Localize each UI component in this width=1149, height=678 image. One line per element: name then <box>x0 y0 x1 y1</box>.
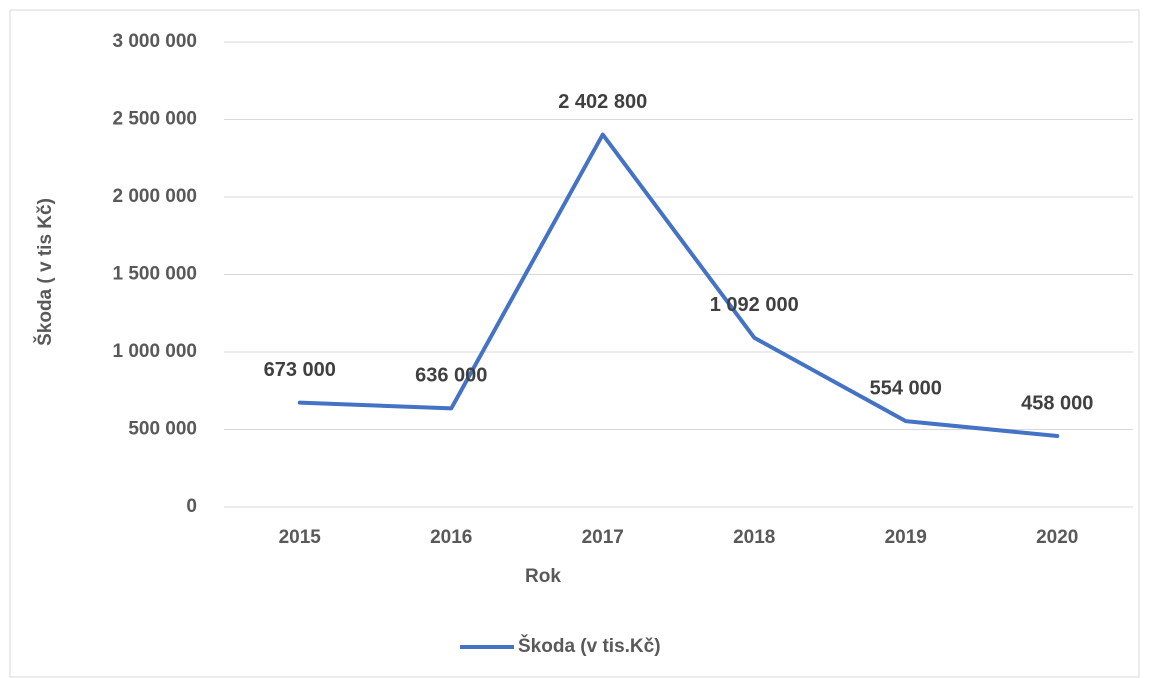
x-tick-label: 2015 <box>279 527 322 548</box>
y-tick-label: 1 000 000 <box>112 341 197 362</box>
data-label: 1 092 000 <box>710 294 799 316</box>
x-tick-label: 2017 <box>582 527 624 548</box>
data-label: 636 000 <box>415 365 487 387</box>
y-tick-label: 3 000 000 <box>112 31 197 52</box>
x-tick-label: 2018 <box>733 527 775 548</box>
data-line <box>297 132 1060 439</box>
y-tick-label: 2 500 000 <box>112 109 197 130</box>
x-tick-label: 2019 <box>885 527 927 548</box>
y-tick-label: 1 500 000 <box>112 264 197 285</box>
data-label: 554 000 <box>870 377 942 399</box>
data-label: 2 402 800 <box>558 91 647 113</box>
data-label: 458 000 <box>1021 392 1093 414</box>
data-label: 673 000 <box>264 359 336 381</box>
x-tick-label: 2020 <box>1036 527 1078 548</box>
y-axis-title: Škoda ( v tis Kč) <box>34 198 56 346</box>
y-tick-label: 0 <box>186 496 197 517</box>
x-tick-label: 2016 <box>430 527 472 548</box>
x-axis-title: Rok <box>525 566 561 587</box>
y-tick-label: 500 000 <box>128 419 197 440</box>
y-tick-label: 2 000 000 <box>112 186 197 207</box>
legend-label: Škoda (v tis.Kč) <box>518 635 661 657</box>
chart-frame <box>9 9 1140 678</box>
